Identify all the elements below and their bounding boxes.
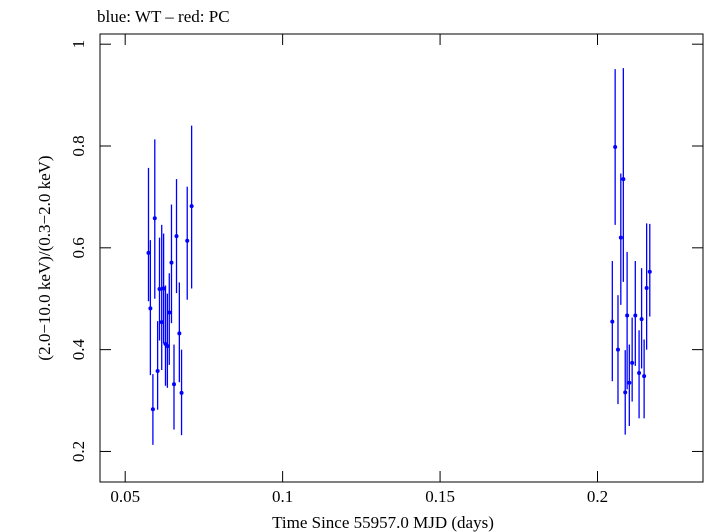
data-point <box>647 269 652 274</box>
data-point <box>613 145 618 150</box>
y-axis-label: (2.0−10.0 keV)/(0.3−2.0 keV) <box>35 155 54 360</box>
data-point <box>610 319 615 324</box>
data-point <box>618 235 623 240</box>
data-point <box>165 344 170 349</box>
header-text: blue: WT – red: PC <box>97 7 230 26</box>
data-point <box>146 250 151 255</box>
data-point <box>159 320 164 325</box>
data-point <box>625 313 630 318</box>
data-point <box>630 360 635 365</box>
data-point <box>639 317 644 322</box>
data-point <box>615 347 620 352</box>
data-point <box>174 234 179 239</box>
data-point <box>633 313 638 318</box>
y-tick-label: 0.4 <box>69 339 88 361</box>
data-point <box>623 390 628 395</box>
data-points <box>146 68 652 445</box>
y-tick-label: 0.2 <box>69 441 88 462</box>
plot-frame <box>99 33 704 483</box>
data-point <box>179 390 184 395</box>
data-point <box>157 287 162 292</box>
data-point <box>644 286 649 291</box>
y-tick-label: 0.8 <box>69 135 88 156</box>
data-point <box>167 310 172 315</box>
data-point <box>189 204 194 209</box>
x-tick-label: 0.15 <box>425 487 455 506</box>
data-point <box>627 380 632 385</box>
data-point <box>161 286 166 291</box>
data-point <box>637 371 642 376</box>
data-point <box>171 382 176 387</box>
x-tick-label: 0.2 <box>587 487 608 506</box>
data-point <box>152 216 157 221</box>
data-point <box>642 374 647 379</box>
data-point <box>621 177 626 182</box>
x-tick-label: 0.1 <box>272 487 293 506</box>
axis-ticks <box>100 34 703 482</box>
data-point <box>177 331 182 336</box>
data-point <box>155 369 160 374</box>
x-axis-label: Time Since 55957.0 MJD (days) <box>272 513 494 532</box>
data-point <box>148 306 153 311</box>
axis-tick-labels: 0.05 0.1 0.15 0.2 0.2 0.4 0.6 0.8 1 <box>69 40 608 506</box>
y-tick-label: 0.6 <box>69 237 88 258</box>
data-point <box>185 238 190 243</box>
data-point <box>150 407 155 412</box>
x-tick-label: 0.05 <box>110 487 140 506</box>
data-point <box>169 260 174 265</box>
y-tick-label: 1 <box>69 40 88 49</box>
